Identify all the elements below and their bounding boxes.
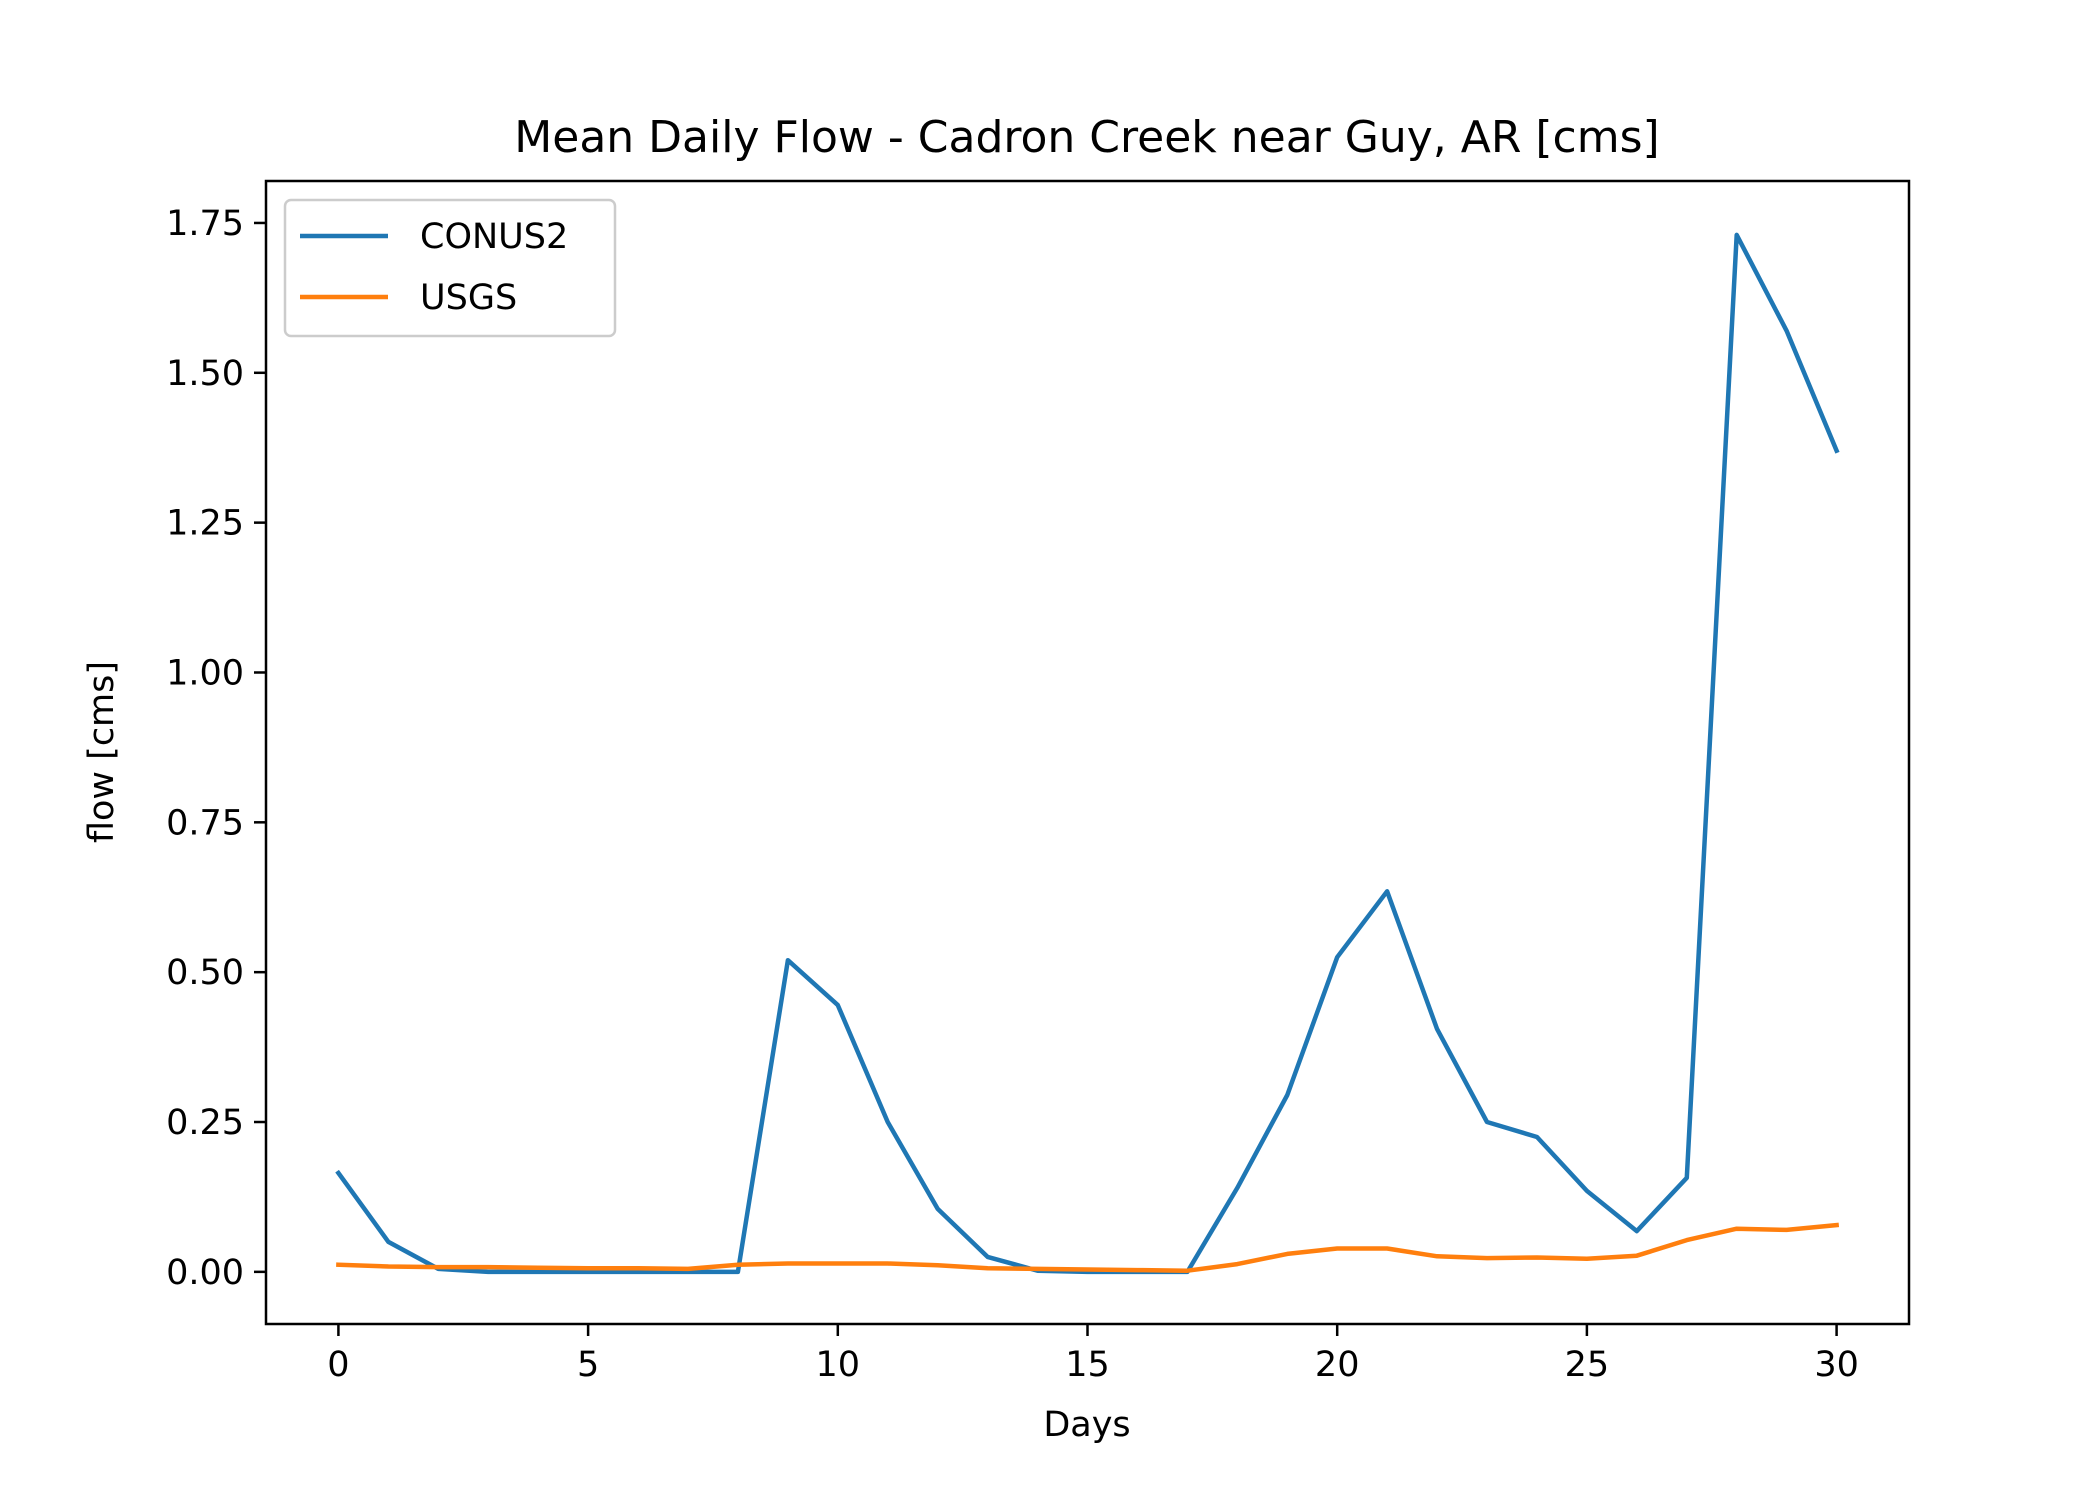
x-tick-label: 25 [1565,1345,1610,1385]
y-tick-label: 0.00 [166,1253,244,1293]
legend: CONUS2 USGS [285,200,615,336]
y-tick-label: 1.50 [166,354,244,394]
y-axis-label: flow [cms] [82,661,122,843]
x-tick-label: 30 [1814,1345,1859,1385]
legend-label-conus2: CONUS2 [420,217,568,257]
y-tick-label: 1.00 [166,653,244,693]
y-tick-label: 0.50 [166,953,244,993]
y-tick-label: 1.75 [166,204,244,244]
x-tick-label: 20 [1315,1345,1360,1385]
legend-label-usgs: USGS [420,278,517,318]
y-tick-label: 0.75 [166,803,244,843]
x-tick-label: 15 [1065,1345,1110,1385]
y-tick-label: 1.25 [166,504,244,544]
x-axis-label: Days [1043,1405,1130,1445]
y-tick-label: 0.25 [166,1103,244,1143]
x-tick-label: 10 [816,1345,861,1385]
chart-title: Mean Daily Flow - Cadron Creek near Guy,… [514,112,1659,163]
x-tick-label: 5 [577,1345,599,1385]
x-tick-label: 0 [327,1345,349,1385]
